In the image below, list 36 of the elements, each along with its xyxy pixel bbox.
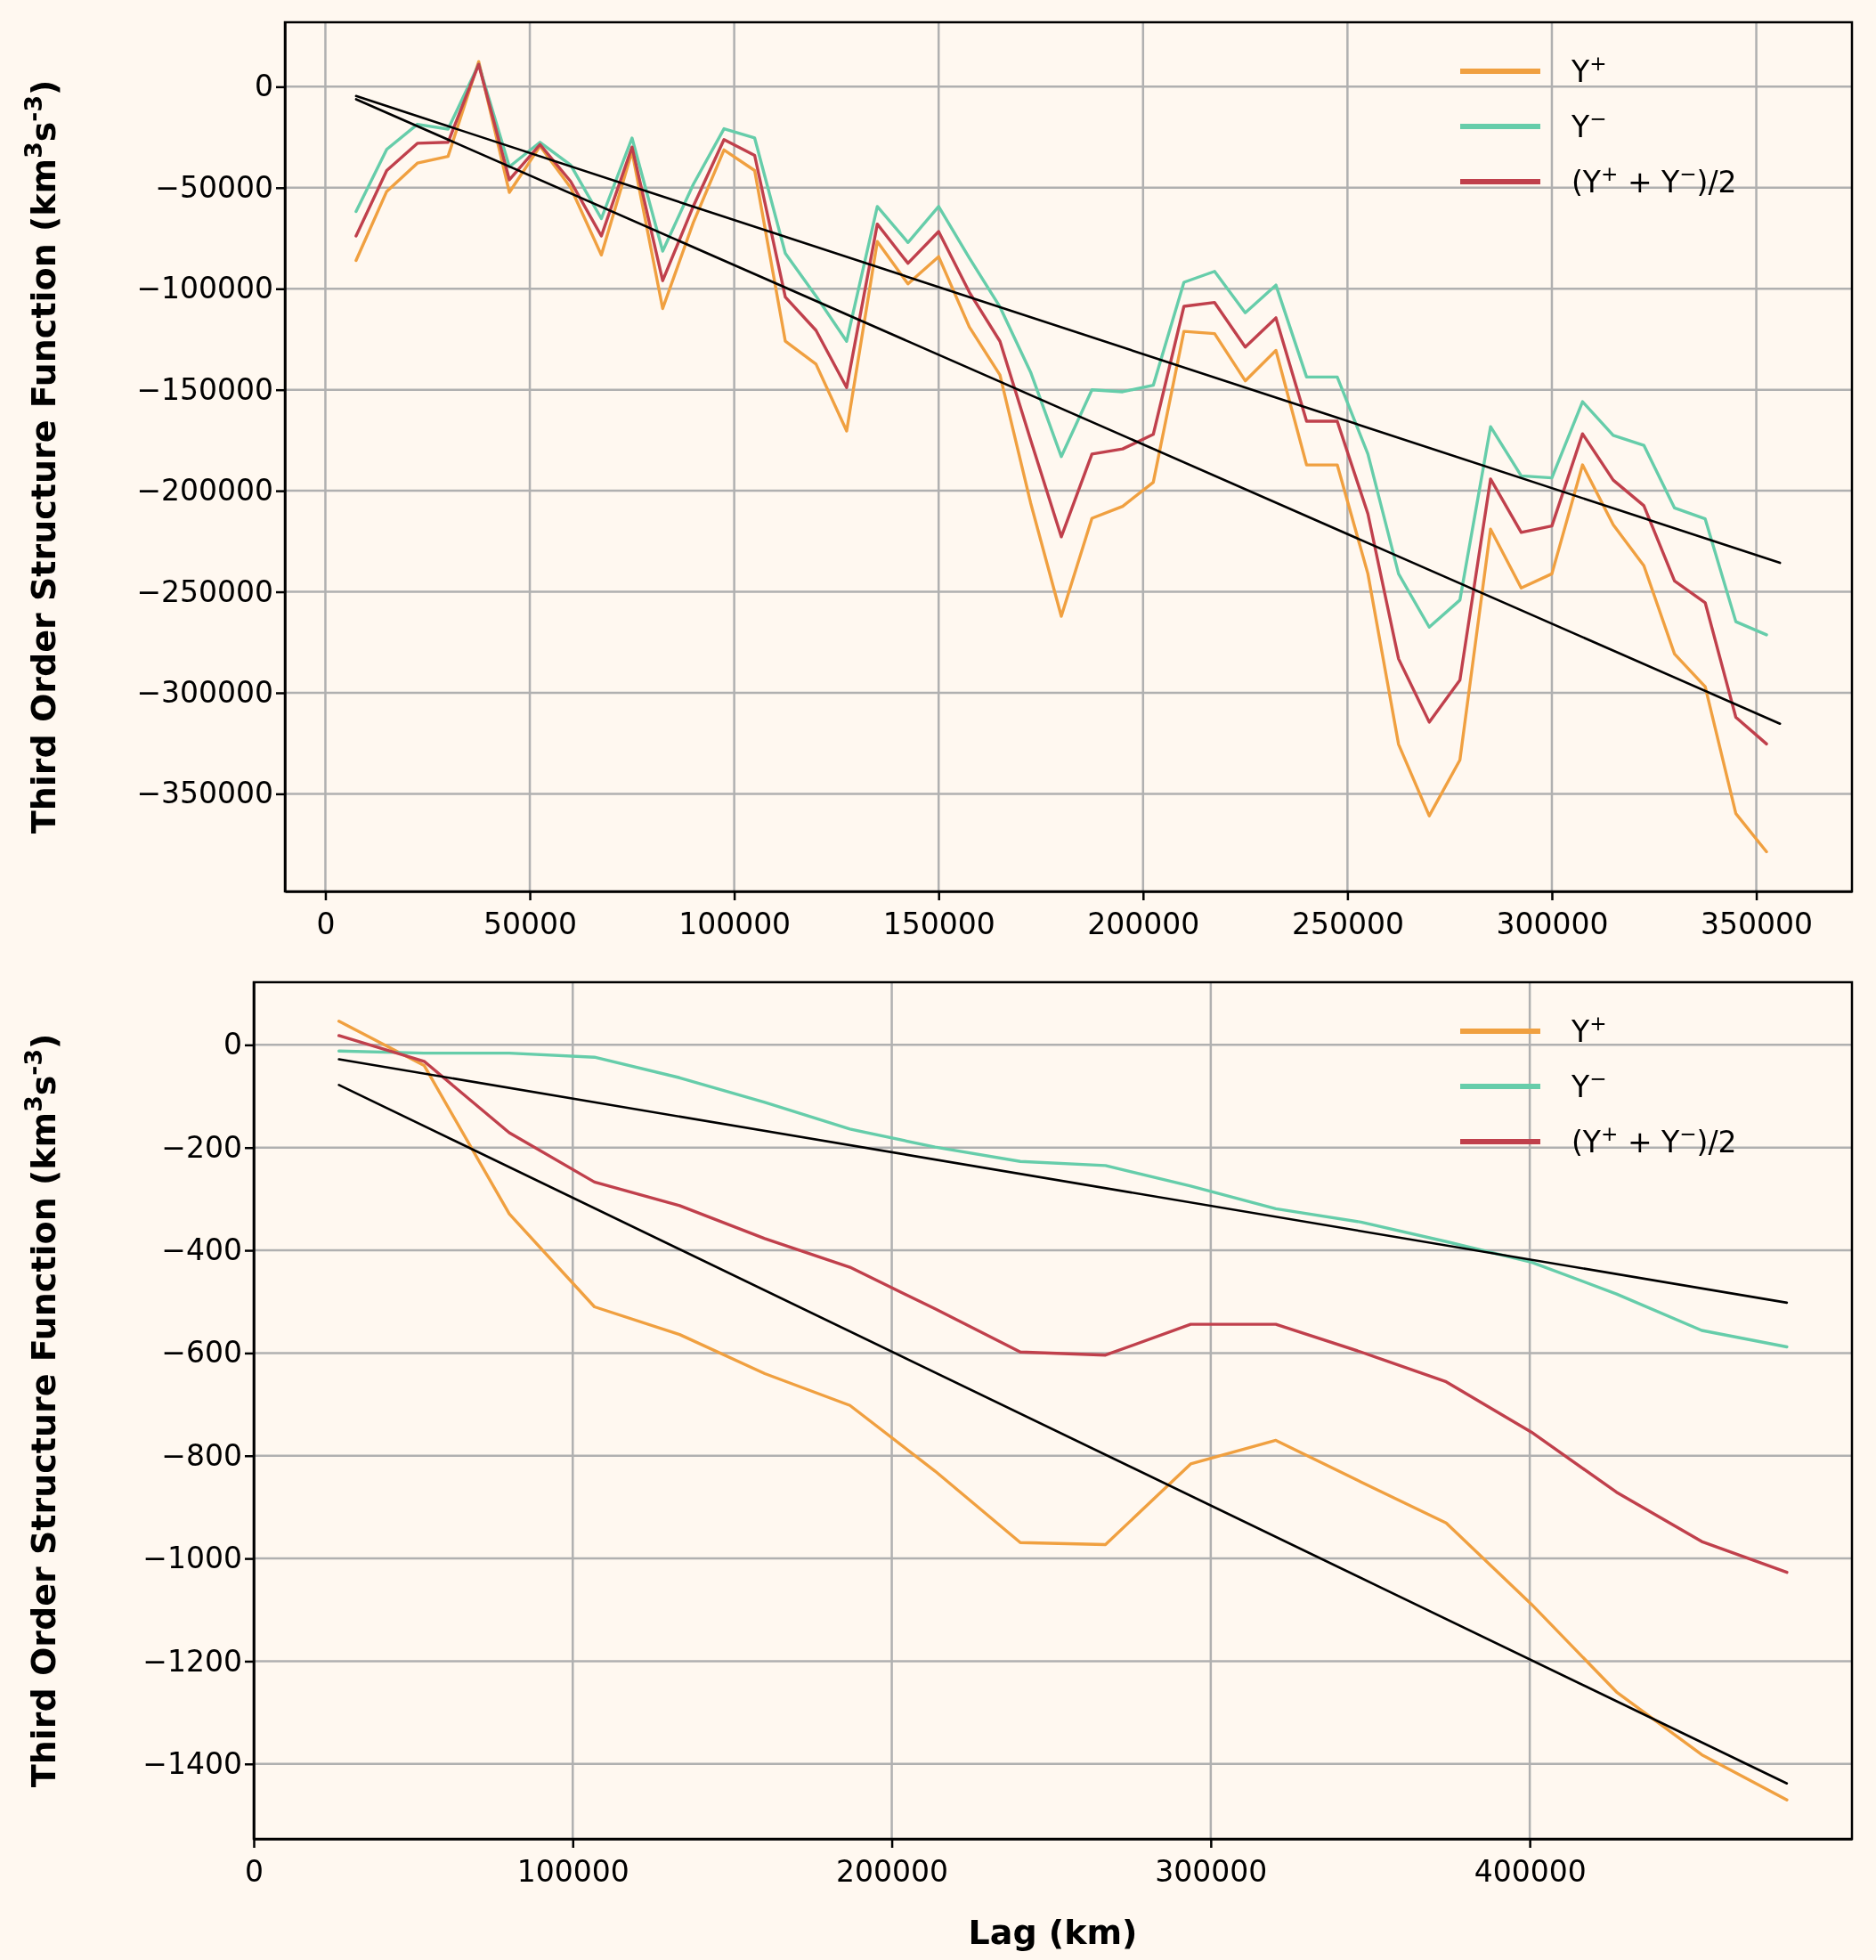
y-tick-label: −1000 [142,1541,242,1576]
line-series [337,1049,1789,1349]
x-tick-label: 50000 [483,906,578,941]
x-tick-label: 300000 [1155,1853,1268,1889]
x-axis-title: Lag (km) [968,1913,1138,1952]
x-tick-label: 0 [316,906,336,941]
y-tick-label: −200000 [136,473,273,508]
x-tick-label: 150000 [882,906,995,941]
x-tick-label: 200000 [836,1853,949,1889]
x-tick-label: 250000 [1291,906,1404,941]
y-tick-label: −800 [161,1437,242,1473]
legend-label: (Y$^{+}$ + Y$^{−}$)/2 [1571,162,1737,199]
y-tick-label: −1400 [142,1745,242,1781]
x-tick-label: 100000 [516,1853,629,1889]
y-tick-label: −100000 [136,271,273,306]
legend-label: Y$^{−}$ [1571,1067,1607,1104]
legend-label: Y$^{−}$ [1571,107,1607,144]
legend-label: Y$^{+}$ [1571,1012,1607,1049]
y-tick-label: 0 [255,69,273,104]
legend-label: (Y$^{+}$ + Y$^{−}$)/2 [1571,1122,1737,1159]
y-tick-label: −150000 [136,371,273,407]
x-tick-label: 400000 [1474,1853,1587,1889]
y-tick-label: −50000 [155,169,273,205]
y-tick-label: −200 [161,1129,242,1165]
x-tick-label: 300000 [1496,906,1609,941]
y-tick-label: −400 [161,1232,242,1268]
y-tick-label: 0 [223,1027,242,1062]
y-tick-label: −350000 [136,776,273,811]
x-tick-label: 350000 [1701,906,1814,941]
legend-label: Y$^{+}$ [1571,52,1607,89]
x-tick-label: 200000 [1087,906,1200,941]
y-tick-label: −250000 [136,573,273,609]
y-tick-label: −600 [161,1335,242,1370]
x-tick-label: 100000 [678,906,792,941]
y-tick-label: −1200 [142,1643,242,1679]
y-tick-label: −300000 [136,675,273,711]
